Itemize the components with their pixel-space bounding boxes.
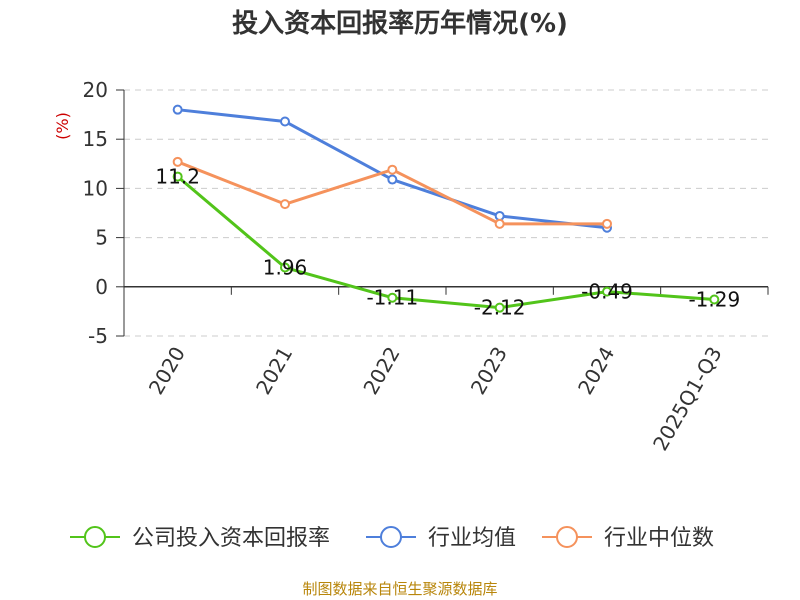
legend-label: 公司投入资本回报率: [132, 526, 330, 551]
data-point[interactable]: [280, 199, 290, 210]
legend-item-0[interactable]: 公司投入资本回报率: [70, 526, 330, 551]
y-tick-label: 5: [95, 226, 108, 250]
data-point[interactable]: [172, 156, 183, 167]
data-label-layer: 11.2 1.96 -1.11 -2.12 -0.49 -1.29: [155, 165, 740, 320]
x-tick-label: 2024: [573, 343, 619, 399]
y-tick-label: 10: [83, 176, 108, 200]
source-note: 制图数据来自恒生聚源数据库: [302, 580, 497, 598]
legend-marker: [380, 526, 402, 548]
data-label: -2.12: [474, 296, 526, 320]
legend-label: 行业中位数: [604, 526, 714, 551]
data-point[interactable]: [494, 210, 505, 221]
data-point[interactable]: [172, 104, 183, 115]
chart-title: 投入资本回报率历年情况(%): [232, 8, 568, 39]
x-tick-label: 2023: [466, 343, 512, 399]
legend-marker: [556, 526, 578, 548]
data-label: -0.49: [581, 280, 633, 304]
series-line-0: [176, 175, 715, 310]
data-point[interactable]: [602, 218, 612, 229]
legend-item-2[interactable]: 行业中位数: [542, 526, 714, 551]
data-point[interactable]: [602, 286, 612, 297]
data-point[interactable]: [387, 164, 398, 175]
data-point[interactable]: [387, 292, 398, 303]
series-layer: [172, 104, 720, 313]
x-tick-label: 2021: [251, 343, 297, 399]
data-point[interactable]: [494, 302, 505, 313]
data-point[interactable]: [280, 262, 290, 273]
y-tick-label: -5: [88, 324, 108, 348]
y-tick-label: 15: [83, 127, 108, 151]
data-point[interactable]: [709, 294, 720, 305]
data-label: 11.2: [155, 165, 200, 189]
data-point[interactable]: [172, 171, 183, 182]
x-tick-label: 2022: [358, 343, 404, 399]
x-tick-label: 2025Q1-Q3: [648, 343, 727, 455]
data-label: 1.96: [263, 256, 308, 280]
legend-label: 行业均值: [428, 526, 516, 551]
data-point[interactable]: [387, 174, 398, 185]
y-tick-label: 0: [95, 275, 108, 299]
y-tick-label: 20: [83, 78, 108, 102]
legend[interactable]: 公司投入资本回报率 行业均值 行业中位数: [70, 526, 714, 551]
y-axis-label: (%): [53, 112, 72, 140]
data-point[interactable]: [494, 218, 505, 229]
grid-layer: [124, 89, 768, 337]
legend-item-1[interactable]: 行业均值: [366, 526, 516, 551]
legend-marker: [84, 526, 106, 548]
x-tick-label: 2020: [144, 343, 190, 399]
data-label: -1.29: [688, 287, 740, 311]
data-label: -1.11: [366, 286, 418, 310]
data-point[interactable]: [280, 116, 290, 127]
